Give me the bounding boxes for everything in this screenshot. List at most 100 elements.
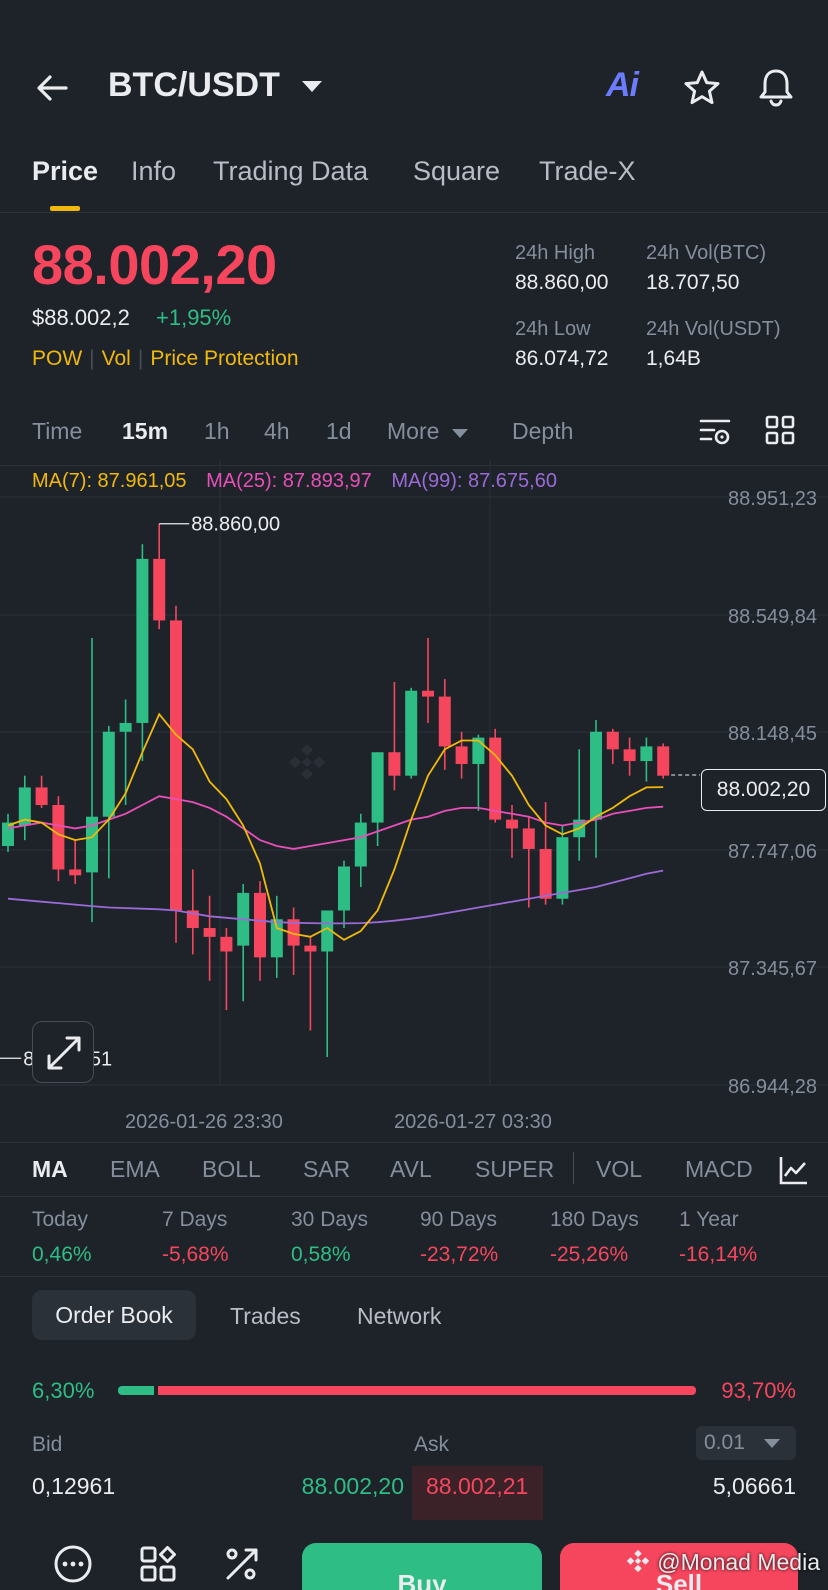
arrow-left-icon[interactable]	[32, 68, 72, 108]
bid-ratio-percent: 6,30%	[32, 1378, 95, 1403]
indicator-ema[interactable]: EMA	[110, 1156, 160, 1182]
tab-info[interactable]: Info	[131, 156, 177, 186]
x-tick-label: 2026-01-27 03:30	[394, 1111, 552, 1133]
candle-body	[354, 822, 367, 867]
tag-pow[interactable]: POW	[32, 347, 83, 370]
star-icon[interactable]	[682, 68, 722, 108]
sell-button[interactable]: Sell	[560, 1543, 798, 1590]
ask-ratio-percent: 93,70%	[721, 1378, 796, 1403]
candle-body	[2, 822, 14, 847]
expand-icon	[47, 1036, 81, 1070]
tag-vol[interactable]: Vol	[101, 347, 131, 370]
candle-body	[388, 752, 401, 776]
interval-4h[interactable]: 4h	[264, 418, 290, 444]
tab-trade-x[interactable]: Trade-X	[539, 156, 636, 186]
candle-body	[153, 558, 166, 621]
candle-body	[590, 731, 602, 820]
ma-legend: MA(7): 87.961,05 MA(25): 87.893,97 MA(99…	[32, 470, 557, 493]
bell-icon[interactable]	[756, 66, 796, 108]
interval-bar: Time 15m 1h 4h 1d More Depth	[0, 412, 828, 456]
ask-column-header: Ask	[414, 1433, 450, 1456]
expand-chart-button[interactable]	[32, 1021, 94, 1083]
indicator-sar[interactable]: SAR	[303, 1156, 351, 1182]
active-tab-indicator	[50, 206, 80, 211]
candle-body	[136, 558, 149, 723]
candle-body	[606, 731, 619, 750]
order-book-row[interactable]: 0,12961 88.002,20 88.002,21 5,06661	[0, 1466, 828, 1526]
bid-ask-ratio-bar	[118, 1386, 696, 1395]
trading-bots-icon[interactable]	[222, 1544, 262, 1584]
stat-high-label: 24h High	[515, 242, 596, 264]
indicator-settings-icon[interactable]	[778, 1154, 810, 1186]
y-tick-label: 87.345,67	[728, 958, 817, 980]
watermark-credit: @Monad Media	[625, 1548, 820, 1576]
perf-value: -25,26%	[550, 1243, 629, 1266]
interval-1d[interactable]: 1d	[326, 418, 352, 444]
divider	[0, 1276, 828, 1277]
ma7-label: MA(7): 87.961,05	[32, 470, 187, 492]
tab-square[interactable]: Square	[413, 156, 501, 186]
bottom-action-bar: Buy Sell	[0, 1520, 828, 1590]
divider	[0, 465, 828, 466]
divider	[0, 1142, 828, 1143]
interval-1h[interactable]: 1h	[204, 418, 230, 444]
indicator-ma[interactable]: MA	[32, 1156, 68, 1182]
interval-more[interactable]: More	[387, 418, 440, 444]
perf-label: 1 Year	[679, 1208, 739, 1231]
candle-body	[438, 696, 451, 747]
credit-text: @Monad Media	[657, 1549, 820, 1575]
interval-time[interactable]: Time	[32, 418, 83, 444]
y-tick-label: 86.944,28	[728, 1076, 817, 1098]
binance-watermark-logo	[286, 738, 328, 783]
apps-icon[interactable]	[138, 1544, 178, 1584]
indicator-super[interactable]: SUPER	[475, 1156, 555, 1182]
chart-settings-icon[interactable]	[698, 414, 732, 448]
tab-order-book[interactable]: Order Book	[32, 1290, 196, 1340]
candle-body	[186, 910, 199, 929]
ai-button[interactable]: Ai	[606, 66, 639, 104]
bid-price[interactable]: 88.002,20	[301, 1473, 404, 1499]
tab-trades[interactable]: Trades	[230, 1303, 301, 1329]
tab-price[interactable]: Price	[32, 156, 99, 186]
candle-body	[102, 731, 115, 817]
grid-layout-icon[interactable]	[764, 414, 796, 446]
ask-depth-bar	[412, 1466, 543, 1526]
asset-tags: POW | Vol | Price Protection	[32, 347, 299, 370]
perf-value: 0,58%	[291, 1243, 351, 1266]
candle-body	[455, 746, 468, 764]
candle-body	[52, 804, 65, 870]
indicator-vol[interactable]: VOL	[596, 1156, 643, 1182]
stat-volbtc-label: 24h Vol(BTC)	[646, 242, 767, 264]
more-options-icon[interactable]	[53, 1544, 93, 1584]
caret-down-icon	[764, 1439, 780, 1448]
interval-15m[interactable]: 15m	[122, 418, 169, 444]
caret-down-icon[interactable]	[302, 81, 322, 92]
ask-quantity: 5,06661	[712, 1473, 796, 1499]
usd-price: $88.002,2	[32, 305, 130, 330]
pair-title[interactable]: BTC/USDT	[108, 66, 280, 104]
tab-trading-data[interactable]: Trading Data	[213, 156, 369, 186]
interval-depth[interactable]: Depth	[512, 418, 574, 444]
candle-body	[170, 620, 182, 911]
perf-label: 7 Days	[162, 1208, 228, 1231]
perf-value: -16,14%	[679, 1243, 758, 1266]
candle-body	[556, 837, 569, 899]
y-tick-label: 88.951,23	[728, 488, 817, 510]
divider	[573, 1152, 574, 1184]
candle-body	[522, 828, 535, 849]
indicator-avl[interactable]: AVL	[390, 1156, 432, 1182]
indicator-macd[interactable]: MACD	[685, 1156, 753, 1182]
perf-label: 30 Days	[291, 1208, 369, 1231]
buy-button[interactable]: Buy	[302, 1543, 542, 1590]
price-chart[interactable]: 88.860,0087.035,51	[0, 460, 828, 1100]
candle-body	[304, 945, 317, 952]
ask-price[interactable]: 88.002,21	[426, 1473, 529, 1499]
indicator-boll[interactable]: BOLL	[202, 1156, 261, 1182]
tab-network[interactable]: Network	[357, 1303, 442, 1329]
tag-price-protection[interactable]: Price Protection	[150, 347, 299, 370]
candle-body	[539, 848, 552, 899]
tick-size-select[interactable]: 0.01	[696, 1426, 796, 1460]
candlestick-chart[interactable]: 88.860,0087.035,51	[0, 460, 828, 1100]
stat-volusdt-value: 1,64B	[646, 347, 701, 370]
caret-down-icon[interactable]	[452, 429, 468, 438]
